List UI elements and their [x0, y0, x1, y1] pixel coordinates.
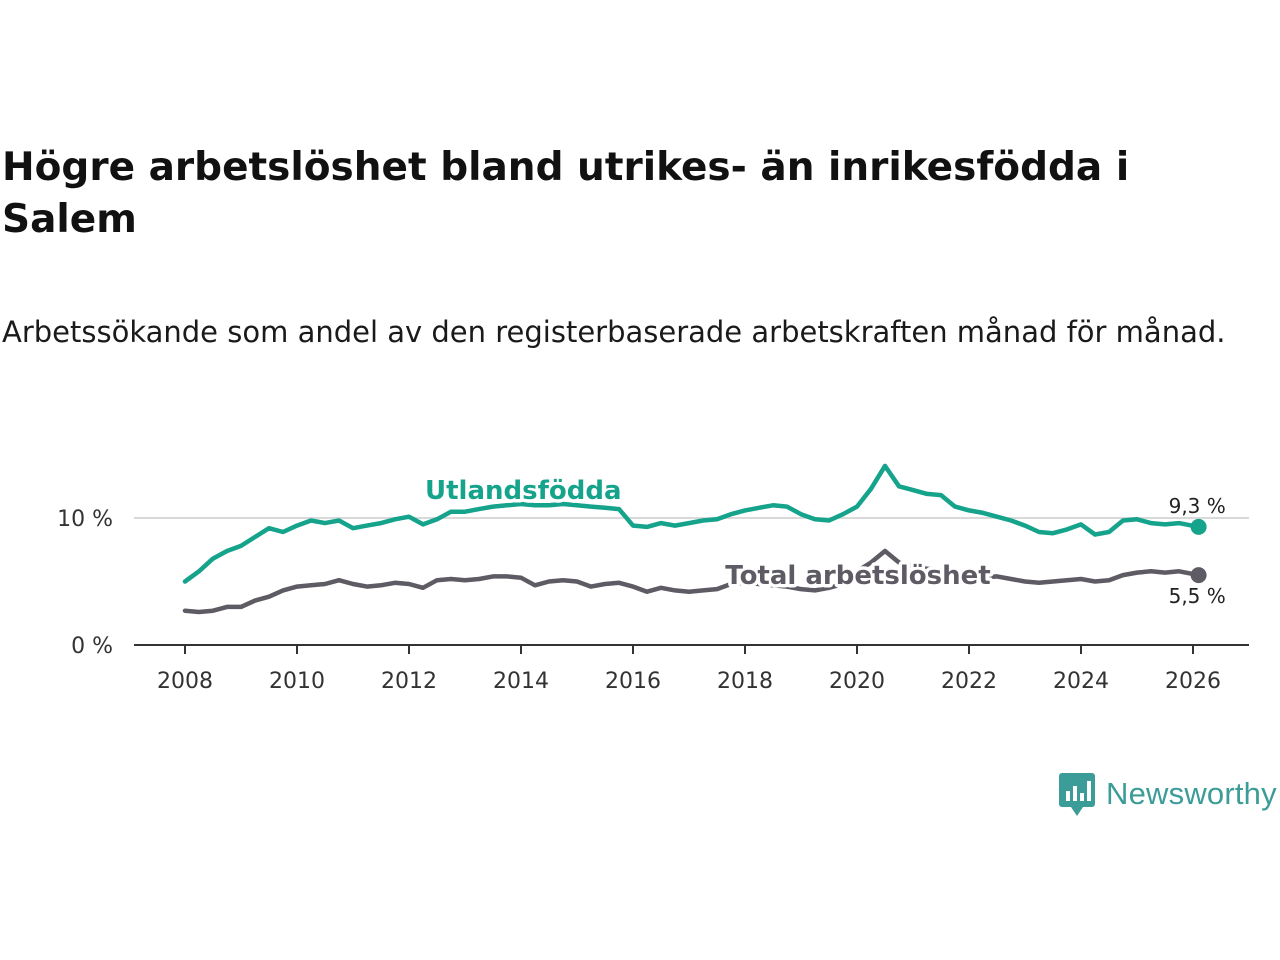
series-end-dot — [1190, 518, 1207, 535]
x-tick-label: 2016 — [605, 669, 661, 694]
newsworthy-logo: Newsworthy — [1058, 772, 1277, 816]
data-labels: 9,3 % 5,5 % Utlandsfödda Total arbetslöshet — [422, 473, 1226, 609]
y-tick-label: 0 % — [71, 634, 113, 659]
x-tick-label: 2024 — [1053, 669, 1109, 694]
x-tick-label: 2010 — [269, 669, 325, 694]
x-tick-label: 2008 — [157, 669, 213, 694]
series-lines — [182, 463, 1207, 615]
end-value-label: 9,3 % — [1169, 494, 1226, 518]
series-name-label: Total arbetslöshet — [725, 561, 990, 591]
x-tick-label: 2012 — [381, 669, 437, 694]
end-value-label: 5,5 % — [1169, 584, 1226, 608]
x-tick-label: 2020 — [829, 669, 885, 694]
chart-title: Högre arbetslöshet bland utrikes- än inr… — [2, 145, 1130, 242]
series-name-label: Utlandsfödda — [425, 476, 622, 506]
line-chart: 0 % 10 % 2008 2010 2012 2014 2016 2018 2020 2022 2… — [57, 463, 1249, 694]
x-tick-label: 2022 — [941, 669, 997, 694]
brand-name: Newsworthy — [1106, 776, 1277, 811]
chart-subtitle: Arbetssökande som andel av den registerb… — [2, 315, 1226, 349]
series-line-total — [182, 548, 1201, 615]
x-tick-label: 2014 — [493, 669, 549, 694]
x-tick-label: 2026 — [1165, 669, 1221, 694]
series-line-utlandsfodda — [182, 463, 1201, 584]
series-end-dot — [1190, 567, 1207, 584]
newsworthy-logo-icon — [1059, 773, 1095, 816]
y-tick-label: 10 % — [57, 507, 113, 532]
axes: 0 % 10 % 2008 2010 2012 2014 2016 2018 2020 2022 2… — [57, 507, 1249, 694]
x-tick-label: 2018 — [717, 669, 773, 694]
